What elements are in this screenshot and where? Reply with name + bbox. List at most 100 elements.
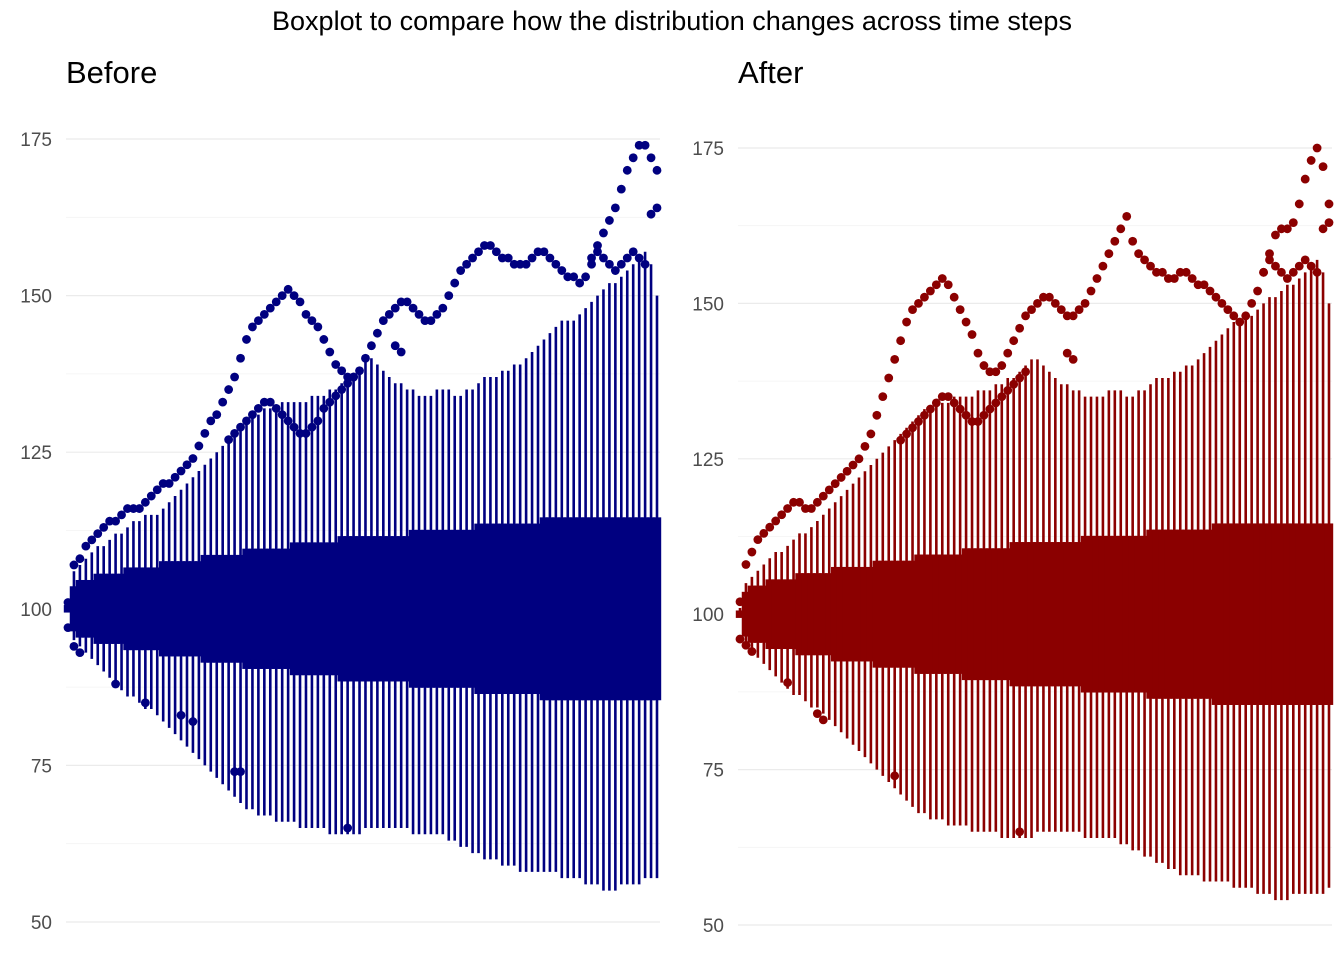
box (527, 523, 537, 694)
box (521, 523, 531, 694)
outlier-point (866, 429, 876, 439)
box (164, 561, 174, 657)
outlier-point (200, 429, 210, 438)
outlier-point (1187, 274, 1197, 283)
outlier-point (1241, 311, 1251, 321)
box (848, 566, 858, 662)
box (1140, 535, 1149, 693)
outlier-point (1300, 174, 1310, 184)
outlier-point (134, 504, 144, 513)
outlier-point (152, 485, 162, 495)
outlier-point (236, 422, 245, 432)
outlier-point (402, 297, 412, 307)
box (1027, 542, 1036, 687)
outlier-point (1211, 292, 1221, 302)
outlier-point (896, 435, 906, 445)
outlier-point (75, 554, 85, 564)
box (325, 542, 334, 676)
outlier-point (830, 479, 840, 489)
outlier-point (426, 316, 436, 326)
box (813, 573, 822, 656)
outlier-point (872, 410, 882, 420)
outlier-point (486, 241, 495, 250)
outlier-point (955, 404, 965, 414)
y-tick-label: 125 (692, 450, 724, 471)
outlier-point (283, 284, 293, 294)
box (1146, 529, 1155, 699)
box (1080, 535, 1090, 693)
box (1182, 529, 1191, 699)
box (63, 605, 73, 613)
outlier-point (931, 280, 941, 290)
box (1045, 542, 1054, 687)
outlier-point (652, 165, 662, 175)
outlier-point (242, 335, 251, 344)
y-tick-label: 175 (20, 130, 52, 151)
box (141, 567, 150, 651)
outlier-point (890, 771, 900, 781)
box (224, 554, 233, 663)
box (640, 517, 650, 701)
outlier-point (1271, 261, 1280, 271)
outlier-point (1140, 255, 1149, 265)
box (1277, 523, 1286, 705)
outlier-point (1080, 299, 1090, 308)
outlier-point (313, 416, 323, 426)
box (932, 554, 941, 674)
chart-title: Boxplot to compare how the distribution … (272, 6, 1072, 36)
box (581, 517, 590, 701)
box (1086, 535, 1096, 693)
box (158, 561, 168, 657)
outlier-point (902, 317, 911, 327)
outlier-point (390, 303, 400, 313)
outlier-point (652, 203, 662, 213)
outlier-point (414, 309, 424, 319)
outlier-point (253, 316, 263, 326)
outlier-point (890, 354, 900, 364)
outlier-point (271, 297, 281, 307)
outlier-point (949, 398, 959, 408)
box (646, 517, 656, 701)
outlier-point (824, 485, 834, 495)
outlier-point (747, 647, 757, 656)
box (188, 561, 198, 657)
box (93, 573, 102, 644)
outlier-point (1134, 249, 1144, 259)
box (973, 548, 983, 681)
outlier-point (146, 491, 156, 501)
box (1063, 542, 1072, 687)
box (1217, 523, 1227, 705)
outliers (735, 143, 1334, 837)
box (1301, 523, 1310, 705)
outlier-point (188, 717, 198, 726)
outlier-point (991, 398, 1001, 408)
outlier-point (593, 241, 602, 250)
box (272, 548, 281, 669)
box (444, 529, 453, 688)
outlier-point (587, 253, 596, 263)
outlier-point (224, 435, 234, 445)
outlier-point (1312, 143, 1322, 153)
box (860, 566, 870, 662)
box (533, 523, 543, 694)
box (361, 536, 370, 682)
outlier-point (503, 253, 513, 263)
box (605, 517, 614, 701)
outlier-point (1181, 267, 1191, 277)
box (1223, 523, 1233, 705)
outlier-point (1265, 255, 1274, 265)
box (830, 566, 840, 662)
outlier-point (557, 266, 567, 275)
outlier-point (1324, 218, 1334, 227)
outlier-point (1294, 261, 1304, 271)
outlier-point (1223, 305, 1233, 315)
box (765, 579, 774, 650)
box (432, 529, 442, 688)
outlier-point (1229, 311, 1239, 321)
box (985, 548, 995, 681)
box (69, 586, 79, 632)
outlier-point (230, 429, 239, 438)
box (492, 523, 501, 694)
y-tick-label: 150 (20, 287, 52, 308)
box (129, 567, 138, 651)
